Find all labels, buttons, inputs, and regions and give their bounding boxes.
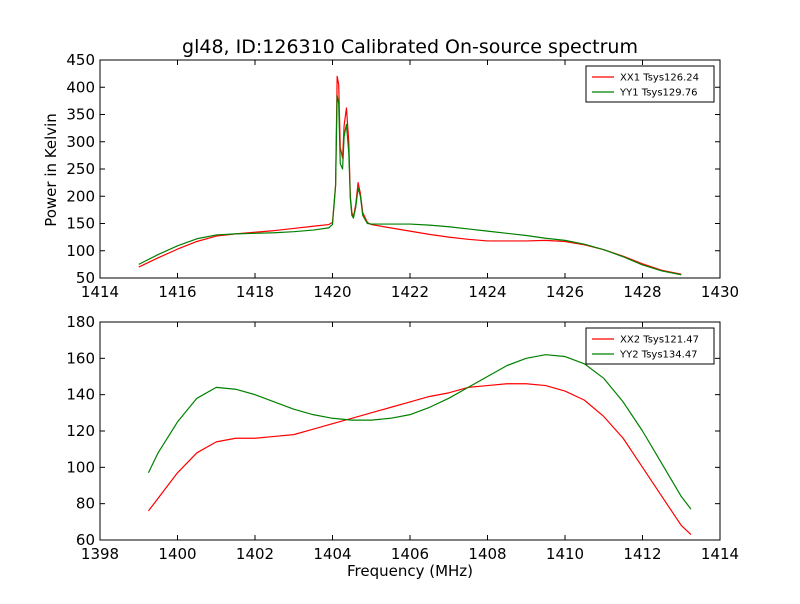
bottom-x-tick-label: 1398 <box>81 545 119 563</box>
bottom-series-1-line <box>147 383 692 535</box>
bottom-y-tick-label: 80 <box>76 495 95 513</box>
bottom-x-tick-label: 1410 <box>546 545 584 563</box>
bottom-x-tick-label: 1402 <box>236 545 274 563</box>
bottom-y-tick-label: 120 <box>66 422 95 440</box>
top-x-tick-label: 1424 <box>468 283 506 301</box>
bottom-x-tick-label: 1406 <box>391 545 429 563</box>
top-x-tick-label: 1416 <box>158 283 196 301</box>
top-y-tick-label: 300 <box>66 133 95 151</box>
top-x-tick-label: 1430 <box>701 283 739 301</box>
top-plot-panel: 1414 1416 1418 1420 1422 1424 1426 1428 1430 50 10… <box>66 51 739 301</box>
bottom-y-tick-label: 60 <box>76 531 95 549</box>
top-series-2-line <box>138 94 682 276</box>
top-legend: XX1 Tsys126.24 YY1 Tsys129.76 <box>585 65 715 103</box>
top-y-tick-label: 100 <box>66 242 95 260</box>
top-legend-label-2: YY1 Tsys129.76 <box>619 88 698 99</box>
top-legend-label-1: XX1 Tsys126.24 <box>620 73 699 84</box>
bottom-y-tick-label: 140 <box>66 386 95 404</box>
bottom-x-tick-label: 1414 <box>701 545 739 563</box>
bottom-legend-label-2: YY2 Tsys134.47 <box>619 350 698 361</box>
top-x-tick-label: 1428 <box>623 283 661 301</box>
chart-title: gl48, ID:126310 Calibrated On-source spe… <box>182 36 638 58</box>
bottom-plot-panel: 1398 1400 1402 1404 1406 1408 1410 1412 1414 60 80… <box>66 313 739 563</box>
y-axis-label: Power in Kelvin <box>42 113 60 227</box>
bottom-legend-box <box>585 327 715 365</box>
bottom-x-tick-label: 1400 <box>158 545 196 563</box>
top-x-tick-label: 1426 <box>546 283 584 301</box>
top-legend-box <box>585 65 715 103</box>
top-x-tick-label: 1418 <box>236 283 274 301</box>
x-axis-label: Frequency (MHz) <box>347 562 473 580</box>
bottom-series-2-line <box>147 354 692 510</box>
top-y-tick-label: 350 <box>66 106 95 124</box>
top-y-tick-label: 400 <box>66 78 95 96</box>
bottom-y-tick-label: 180 <box>66 313 95 331</box>
bottom-x-tick-label: 1412 <box>623 545 661 563</box>
bottom-x-tick-label: 1404 <box>313 545 351 563</box>
bottom-x-tick-label: 1408 <box>468 545 506 563</box>
top-y-tick-label: 450 <box>66 51 95 69</box>
top-y-tick-label: 50 <box>76 269 95 287</box>
bottom-y-tick-label: 100 <box>66 458 95 476</box>
top-x-tick-label: 1420 <box>313 283 351 301</box>
bottom-legend-label-1: XX2 Tsys121.47 <box>620 335 699 346</box>
top-x-tick-label: 1422 <box>391 283 429 301</box>
top-y-tick-label: 200 <box>66 187 95 205</box>
bottom-legend: XX2 Tsys121.47 YY2 Tsys134.47 <box>585 327 715 365</box>
bottom-y-tick-label: 160 <box>66 349 95 367</box>
top-y-tick-label: 250 <box>66 160 95 178</box>
top-y-tick-label: 150 <box>66 215 95 233</box>
top-x-tick-label: 1414 <box>81 283 119 301</box>
